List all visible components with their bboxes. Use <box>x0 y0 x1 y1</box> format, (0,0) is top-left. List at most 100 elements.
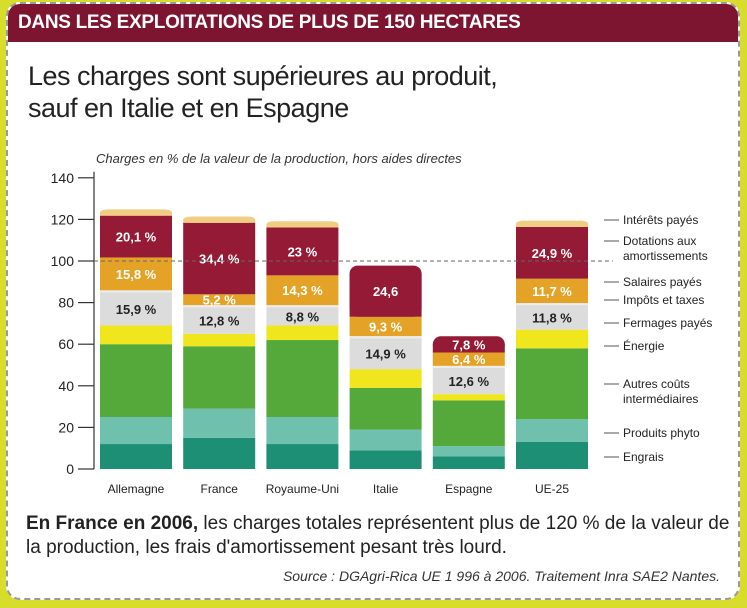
data-label: 11,7 % <box>532 284 572 299</box>
y-tick-label: 100 <box>51 253 75 269</box>
bar-segment-fill <box>432 344 505 353</box>
bar-segment <box>349 336 422 339</box>
bar-segment <box>100 325 172 345</box>
data-label: 9,3 % <box>369 319 403 334</box>
bar-segment <box>516 278 588 304</box>
bar-segment <box>183 222 256 295</box>
bar-segment-fill <box>266 224 339 228</box>
chart-subtitle: Charges en % de la valeur de la producti… <box>96 151 462 166</box>
category-label: Allemagne <box>108 482 165 496</box>
bar-segment <box>100 292 172 326</box>
bar-segment <box>516 419 588 442</box>
bar-segment <box>183 408 256 438</box>
legend-label: amortissements <box>623 249 708 263</box>
category-label: Espagne <box>445 482 493 496</box>
bar-segment <box>183 294 256 306</box>
stacked-bar-chart: 0 20 40 60 80 100 120 140 15,9 % 15,8 % 20,1 % Alle… <box>51 170 713 496</box>
bar-segment <box>432 352 505 366</box>
bar-segment <box>516 441 588 469</box>
data-label: 12,8 % <box>199 313 240 328</box>
data-label: 24,6 <box>373 284 398 299</box>
data-label: 23 % <box>288 244 318 259</box>
bar-segment <box>183 437 256 469</box>
data-label: 6,4 % <box>452 352 486 367</box>
caption-bold: En France en 2006, <box>26 513 199 534</box>
infographic-card: DANS LES EXPLOITATIONS DE PLUS DE 150 HE… <box>6 2 740 600</box>
bar-segment <box>100 344 172 417</box>
y-tick-label: 80 <box>58 295 74 311</box>
headline: Les charges sont supérieures au produit,… <box>28 60 628 124</box>
caption-rest: les charges totales représentent plus de… <box>26 513 730 558</box>
data-label: 34,4 % <box>199 252 240 267</box>
category-label: France <box>201 482 239 496</box>
bar-segment <box>349 316 422 337</box>
bar-segment <box>266 227 339 276</box>
bar-segment <box>349 338 422 370</box>
bar-segment <box>183 307 256 334</box>
bar-segment-fill <box>349 273 422 317</box>
data-label: 15,9 % <box>116 302 157 317</box>
data-label: 14,9 % <box>365 347 406 362</box>
data-label: 14,3 % <box>282 283 323 298</box>
bar-segment <box>100 290 172 293</box>
bar-segment-fill <box>516 223 588 227</box>
bar-segment <box>100 257 172 291</box>
bar-segment <box>266 307 339 326</box>
legend-label: Produits phyto <box>623 426 700 440</box>
y-tick-label: 20 <box>58 419 74 435</box>
bar-segment <box>349 429 422 451</box>
bar-segment <box>516 226 588 279</box>
source-note: Source : DGAgri-Rica UE 1 996 à 2006. Tr… <box>282 568 720 584</box>
bar-segment <box>432 394 505 401</box>
bar-segment <box>183 346 256 409</box>
headline-line-1: Les charges sont supérieures au produit, <box>28 61 498 91</box>
bar-segment <box>516 305 588 330</box>
bar-segment <box>349 387 422 430</box>
caption: En France en 2006, les charges totales r… <box>26 512 736 560</box>
headline-line-2: sauf en Italie et en Espagne <box>28 93 349 123</box>
category-label: Royaume-Uni <box>266 482 339 496</box>
bar-segment <box>266 325 339 341</box>
bar-segment <box>100 444 172 469</box>
bar-segment <box>432 400 505 447</box>
bar-segment <box>266 340 339 417</box>
bar-segment <box>432 365 505 368</box>
banner: DANS LES EXPLOITATIONS DE PLUS DE 150 HE… <box>8 4 738 42</box>
y-tick-label: 40 <box>58 378 74 394</box>
legend-label: Impôts et taxes <box>623 293 704 307</box>
legend-label: Dotations aux <box>623 234 696 248</box>
y-tick-label: 140 <box>51 170 75 186</box>
data-label: 15,8 % <box>116 267 157 282</box>
y-tick-label: 120 <box>51 211 75 227</box>
legend-label: Énergie <box>623 338 665 353</box>
legend-label: Fermages payés <box>623 316 712 330</box>
y-tick-label: 0 <box>66 461 74 477</box>
data-label: 12,6 % <box>449 374 490 389</box>
bar-segment <box>516 303 588 306</box>
bar-segment <box>432 367 505 395</box>
bar-segment-fill <box>183 219 256 223</box>
bar-segment <box>349 369 422 388</box>
data-label: 7,8 % <box>452 337 486 352</box>
category-label: UE-25 <box>535 482 569 496</box>
data-label: 8,8 % <box>286 309 320 324</box>
legend-label: Autres coûts <box>623 377 690 391</box>
legend-label: Engrais <box>623 450 664 464</box>
bar-segment <box>266 275 339 306</box>
data-label: 24,9 % <box>532 246 573 261</box>
bar-segment <box>349 450 422 469</box>
legend-label: Salaires payés <box>623 275 702 289</box>
bar-segment <box>183 305 256 308</box>
data-label: 20,1 % <box>116 230 157 245</box>
legend-label: intermédiaires <box>623 392 698 406</box>
bar-segment <box>100 417 172 445</box>
legend-label: Intérêts payés <box>623 213 698 227</box>
data-label: 11,8 % <box>532 310 572 325</box>
bar-segment <box>183 333 256 347</box>
bar-segment <box>432 446 505 457</box>
bar-segment <box>266 417 339 445</box>
data-label: 5,2 % <box>203 293 237 308</box>
bar-segment <box>516 348 588 420</box>
bar-segment <box>266 305 339 308</box>
y-tick-label: 60 <box>58 336 74 352</box>
